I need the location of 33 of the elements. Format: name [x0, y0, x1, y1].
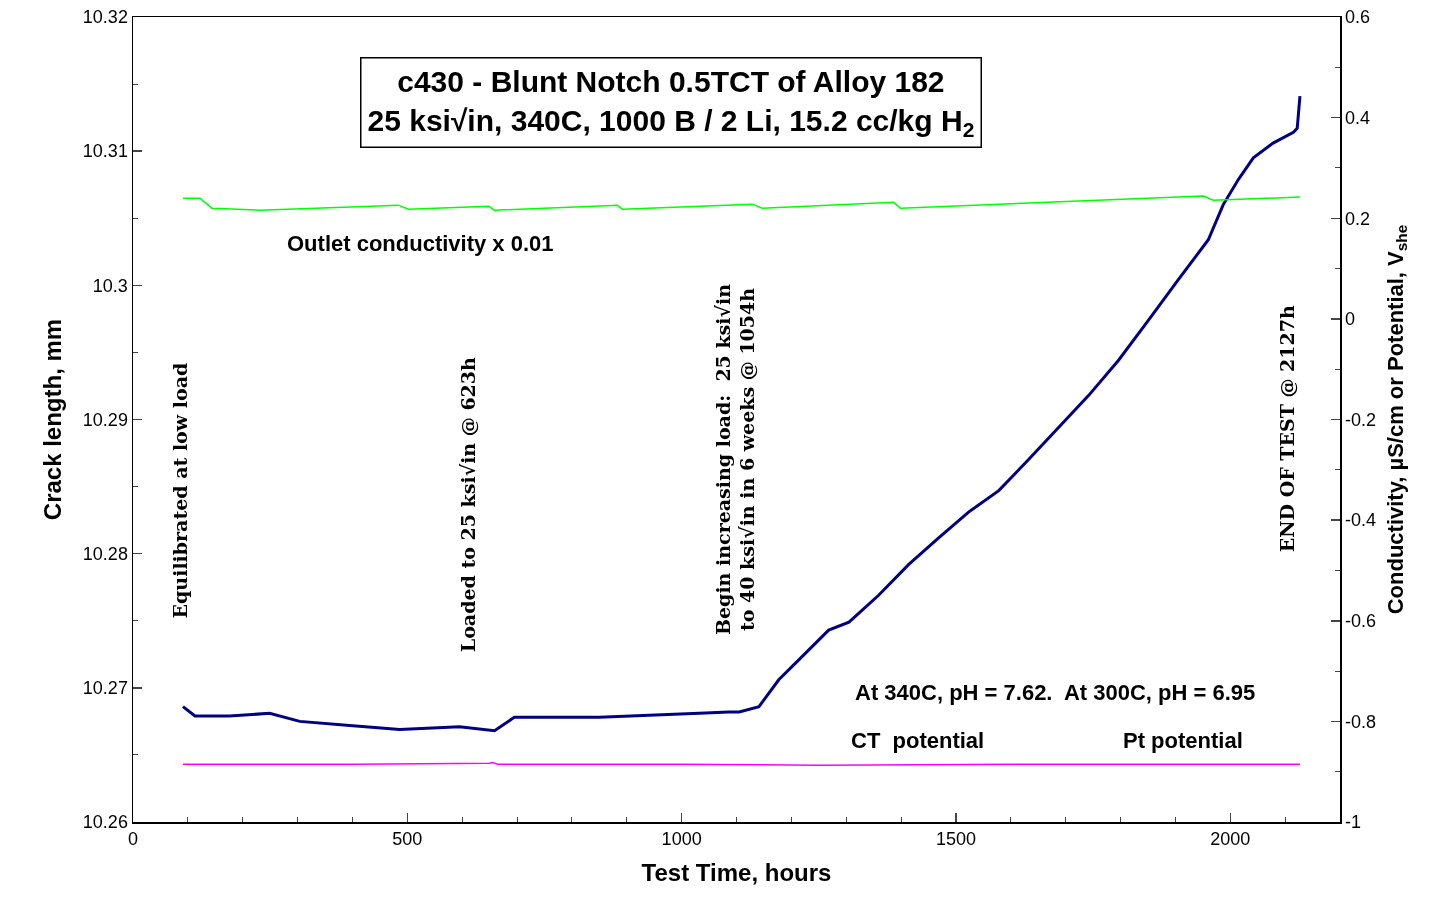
y2-tick-label: 0 — [1345, 309, 1356, 330]
y-tick-label: 10.3 — [92, 275, 128, 296]
x-tick-label: 2000 — [1210, 829, 1251, 850]
y-axis-title: Crack length, mm — [39, 318, 67, 521]
annotation: Pt potential — [1123, 728, 1243, 753]
y2-tick-label: -0.6 — [1345, 611, 1377, 632]
x-tick-label: 1000 — [661, 829, 702, 850]
x-tick-label: 500 — [392, 829, 423, 850]
annotation: CT potential — [851, 728, 985, 753]
annotation: END OF TEST @ 2127h — [1275, 305, 1298, 553]
y2-tick-label: 0.2 — [1345, 208, 1371, 229]
y-tick-label: 10.29 — [82, 409, 128, 430]
x-tick-label: 1500 — [935, 829, 976, 850]
y2-tick-label: -0.8 — [1345, 711, 1377, 732]
annotation: Begin increasing load: 25 ksi√in to 40 ksi√in in 6 weeks @ 1054h — [711, 283, 759, 636]
y-tick-label: 10.27 — [82, 678, 128, 699]
text: c430 - Blunt Notch 0.5TCT of Alloy 182 25 ksi√in, 340C, 1000 B / 2 Li, 15.2 cc/kg H$_{2}$ — [367, 64, 975, 141]
annotation: Outlet conductivity x 0.01 — [287, 231, 554, 256]
y2-tick-label: -1 — [1345, 812, 1362, 833]
y-tick-label: 10.28 — [82, 543, 128, 564]
y2-tick-label: -0.2 — [1345, 409, 1377, 430]
y-tick-label: 10.26 — [82, 812, 128, 833]
annotation: At 340C, pH = 7.62. At 300C, pH = 6.95 — [855, 680, 1256, 705]
x-axis-title: Test Time, hours — [641, 859, 832, 887]
y-tick-label: 10.32 — [82, 7, 128, 28]
annotation: Equilibrated at low load — [168, 362, 191, 619]
y2-tick-label: -0.4 — [1345, 510, 1377, 531]
annotation: Loaded to 25 ksi√in @ 623h — [456, 356, 479, 653]
y2-tick-label: 0.4 — [1345, 107, 1371, 128]
x-tick-label: 0 — [127, 829, 139, 850]
line-series — [182, 195, 1301, 211]
y2-tick-label: 0.6 — [1345, 7, 1371, 28]
y-tick-label: 10.31 — [82, 141, 128, 162]
